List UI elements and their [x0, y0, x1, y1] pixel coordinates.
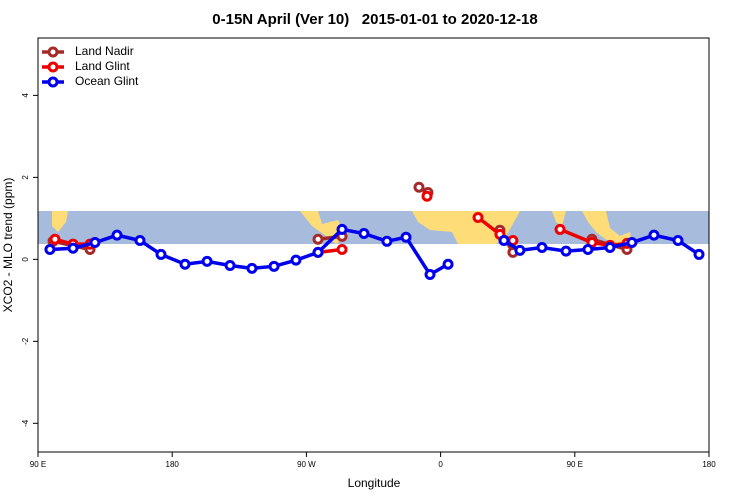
data-point [514, 244, 526, 256]
x-tick-label: 180 [702, 460, 716, 469]
data-point [155, 248, 167, 260]
data-point [381, 235, 393, 247]
x-tick-label: 0 [438, 460, 443, 469]
data-point [626, 237, 638, 249]
data-point [604, 241, 616, 253]
chart-title: 0-15N April (Ver 10) 2015-01-01 to 2020-… [212, 11, 537, 28]
data-point [648, 229, 660, 241]
data-point [111, 229, 123, 241]
legend-marker [47, 46, 59, 58]
data-point [201, 255, 213, 267]
legend-label: Land Glint [75, 59, 130, 73]
plot-frame [37, 37, 710, 453]
data-point [472, 212, 484, 224]
data-point [49, 233, 61, 245]
y-tick-label: -4 [21, 419, 30, 427]
data-point [44, 244, 56, 256]
x-tick-label: 90 W [297, 460, 316, 469]
data-point [672, 234, 684, 246]
data-point [400, 231, 412, 243]
data-point [246, 262, 258, 274]
data-point [312, 233, 324, 245]
y-axis-label: XCO2 - MLO trend (ppm) [1, 178, 15, 313]
data-point [89, 237, 101, 249]
x-tick-label: 90 E [567, 460, 583, 469]
data-point [134, 234, 146, 246]
series-line [503, 233, 700, 256]
y-tick-label: -2 [21, 337, 30, 345]
data-point [421, 190, 433, 202]
y-tick-label: 4 [21, 93, 30, 98]
data-point [424, 269, 436, 281]
data-point [554, 223, 566, 235]
data-point [224, 259, 236, 271]
data-point [358, 228, 370, 240]
data-point [336, 244, 348, 256]
legend-label: Land Nadir [75, 44, 134, 58]
data-point [582, 244, 594, 256]
data-point [290, 254, 302, 266]
x-axis-label: Longitude [348, 476, 401, 490]
legend-label: Ocean Glint [75, 74, 139, 88]
data-point [336, 223, 348, 235]
data-point [536, 241, 548, 253]
y-tick-label: 2 [21, 175, 30, 180]
data-point [413, 181, 425, 193]
data-point [560, 245, 572, 257]
x-tick-label: 180 [166, 460, 180, 469]
data-point [498, 234, 510, 246]
legend-marker [47, 61, 59, 73]
data-point [179, 258, 191, 270]
x-tick-label: 90 E [30, 460, 46, 469]
series [44, 223, 705, 281]
data-point [693, 248, 705, 260]
data-point [312, 246, 324, 258]
data-point [67, 242, 79, 254]
data-point [442, 258, 454, 270]
legend-marker [47, 76, 59, 88]
data-point [268, 260, 280, 272]
y-tick-label: 0 [21, 257, 30, 262]
